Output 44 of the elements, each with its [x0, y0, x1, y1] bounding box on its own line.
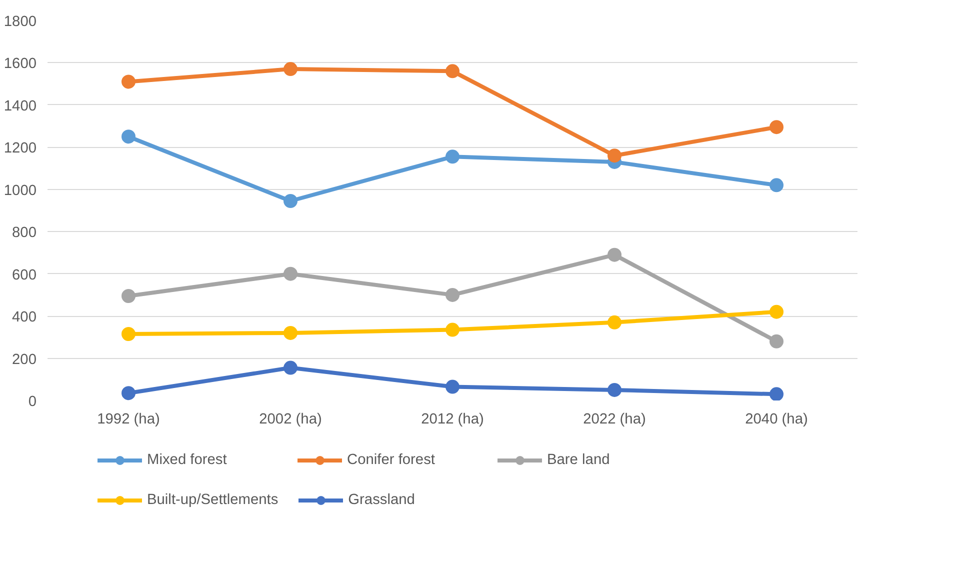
y-tick-label: 1800	[4, 14, 37, 30]
point	[122, 386, 136, 400]
legend-label: Mixed forest	[147, 452, 228, 468]
y-tick-label: 600	[12, 267, 37, 284]
point	[770, 120, 784, 134]
point	[608, 382, 622, 397]
x-tick-label: 2022 (ha)	[583, 412, 646, 428]
x-tick-label: 2012 (ha)	[421, 412, 484, 428]
point	[284, 326, 298, 340]
y-tick-label: 200	[12, 352, 37, 368]
point	[608, 148, 622, 163]
point	[446, 322, 460, 337]
point	[446, 64, 460, 78]
point	[284, 194, 298, 208]
x-tick-label: 2040 (ha)	[745, 412, 808, 428]
legend-label: Conifer forest	[347, 452, 436, 468]
point	[122, 74, 136, 89]
point	[608, 315, 622, 330]
point	[284, 62, 298, 76]
point	[122, 130, 136, 144]
point	[446, 380, 460, 394]
point	[446, 150, 460, 164]
point	[770, 387, 784, 400]
point	[446, 288, 460, 302]
y-tick-label: 400	[12, 310, 37, 326]
legend-label: Bare land	[547, 452, 611, 468]
point	[284, 360, 298, 375]
point	[770, 334, 784, 348]
y-tick-label: 1600	[4, 56, 37, 72]
y-tick-label: 1200	[4, 140, 37, 157]
x-tick-label: 2002 (ha)	[259, 412, 322, 428]
legend-label: Grassland	[348, 492, 416, 508]
y-tick-label: 0	[28, 394, 37, 410]
y-tick-label: 800	[12, 225, 37, 242]
legend-label: Built-up/Settlements	[147, 492, 278, 508]
x-tick-label: 1992 (ha)	[97, 412, 160, 428]
point	[608, 248, 622, 262]
point	[122, 327, 136, 341]
point	[770, 178, 784, 192]
point	[122, 289, 136, 303]
point	[284, 266, 298, 281]
y-tick-label: 1400	[4, 98, 37, 114]
point	[770, 304, 784, 319]
y-tick-label: 1000	[4, 182, 37, 199]
